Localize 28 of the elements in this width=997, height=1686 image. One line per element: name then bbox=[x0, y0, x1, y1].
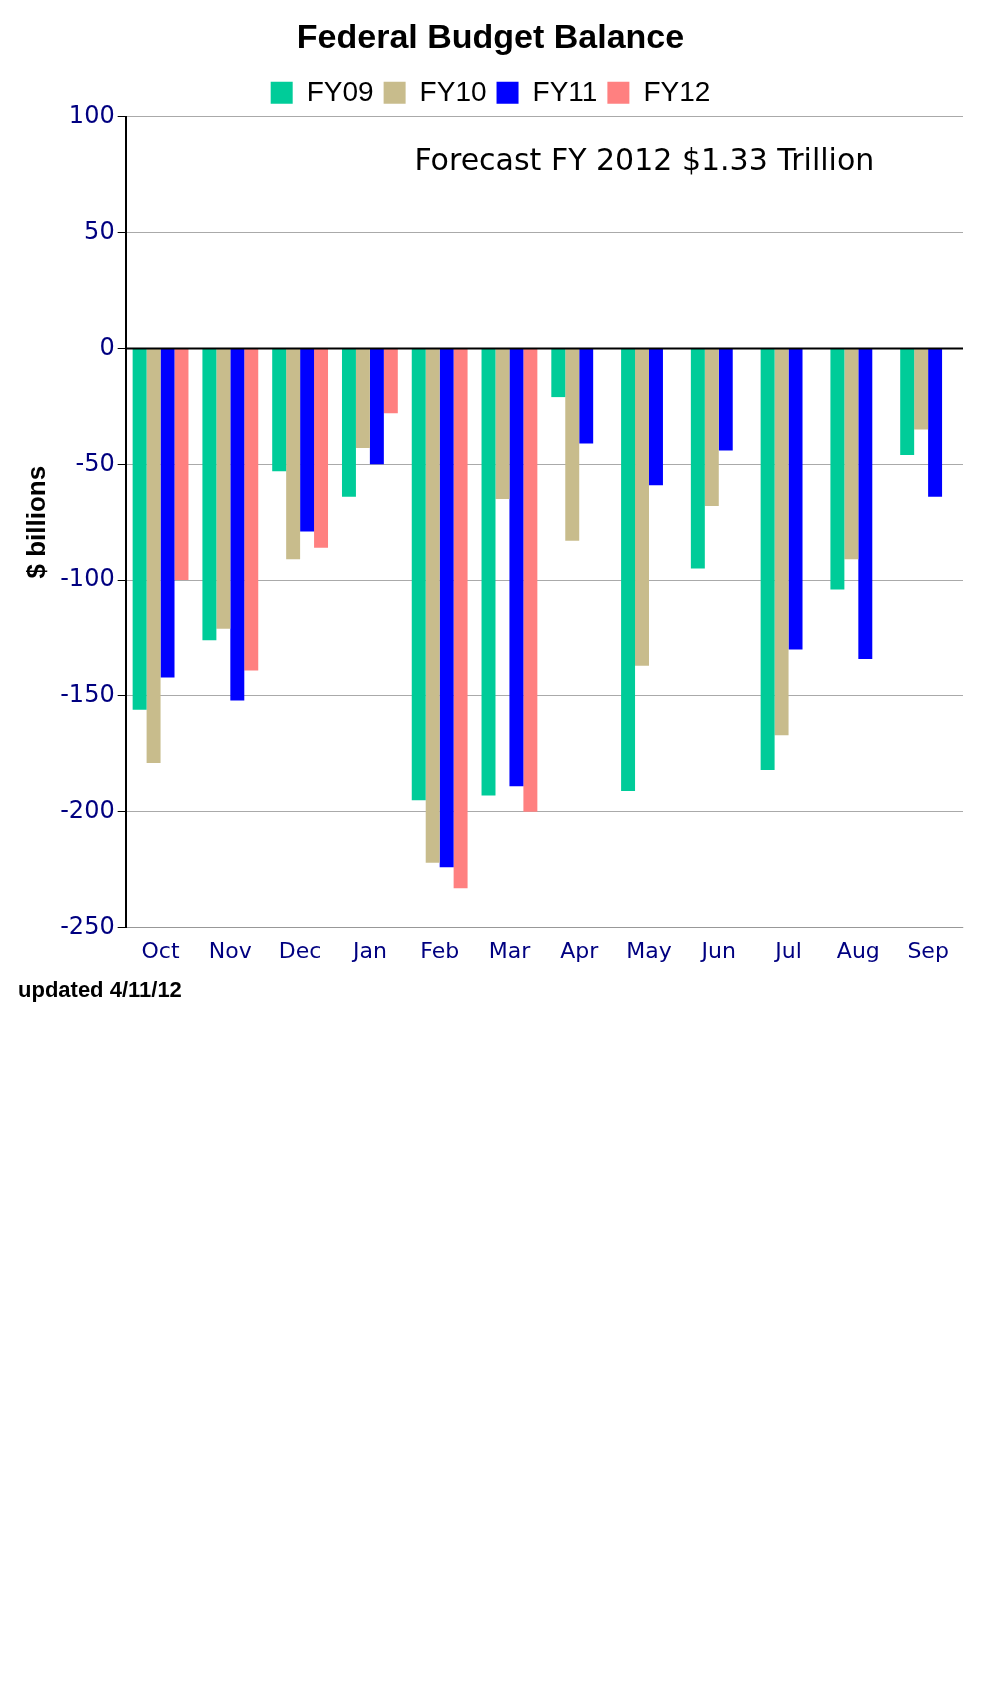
y-tick-label: -100 bbox=[60, 564, 115, 593]
x-tick-label: Apr bbox=[560, 937, 600, 963]
x-tick-label: May bbox=[626, 937, 672, 963]
x-tick-label: Mar bbox=[488, 937, 532, 963]
x-tick-label: Oct bbox=[141, 937, 180, 963]
text: updated 4/11/12 bbox=[18, 977, 182, 1003]
x-tick-label: Aug bbox=[836, 937, 880, 963]
x-tick-label: Sep bbox=[907, 937, 949, 963]
x-tick-label: Feb bbox=[420, 937, 460, 963]
x-tick-label: Jun bbox=[699, 937, 736, 963]
x-tick-label: Jan bbox=[350, 937, 387, 963]
y-tick-label: 50 bbox=[84, 216, 115, 245]
y-tick-label: 0 bbox=[99, 332, 115, 361]
y-tick-label: -50 bbox=[75, 448, 115, 477]
legend-label: FY12 bbox=[643, 75, 711, 107]
y-tick-label: -250 bbox=[60, 911, 115, 940]
y-axis-title: $ billions bbox=[20, 465, 51, 579]
y-tick-label: -200 bbox=[60, 796, 115, 825]
chart-title: Federal Budget Balance bbox=[296, 16, 685, 55]
y-tick-label: 100 bbox=[68, 101, 115, 130]
x-tick-label: Jul bbox=[773, 937, 802, 963]
annotation: Forecast FY 2012 $1.33 Trillion bbox=[414, 141, 875, 177]
legend-label: FY10 bbox=[419, 75, 487, 107]
y-tick-label: -150 bbox=[60, 680, 115, 709]
x-tick-label: Nov bbox=[208, 937, 252, 963]
legend-label: FY09 bbox=[306, 75, 374, 107]
x-tick-label: Dec bbox=[278, 937, 322, 963]
legend-label: FY11 bbox=[532, 75, 598, 107]
